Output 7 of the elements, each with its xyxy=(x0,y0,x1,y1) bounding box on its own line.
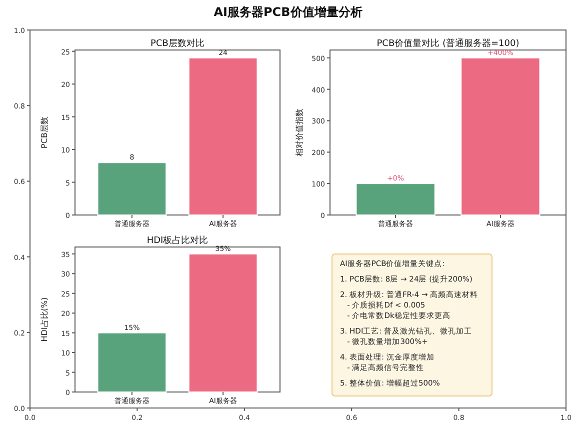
chart-title: HDI板占比对比 xyxy=(146,235,208,246)
chart-title: AI服务器PCB价值增量分析 xyxy=(214,5,362,19)
y-axis-title: 相对价值指数 xyxy=(295,108,304,156)
y-axis-title: PCB层数 xyxy=(40,116,49,148)
chart-title: PCB层数对比 xyxy=(150,38,204,49)
y-axis-title: HDI占比(%) xyxy=(40,297,49,342)
chart-title: PCB价值量对比 (普通服务器=100) xyxy=(376,38,520,49)
